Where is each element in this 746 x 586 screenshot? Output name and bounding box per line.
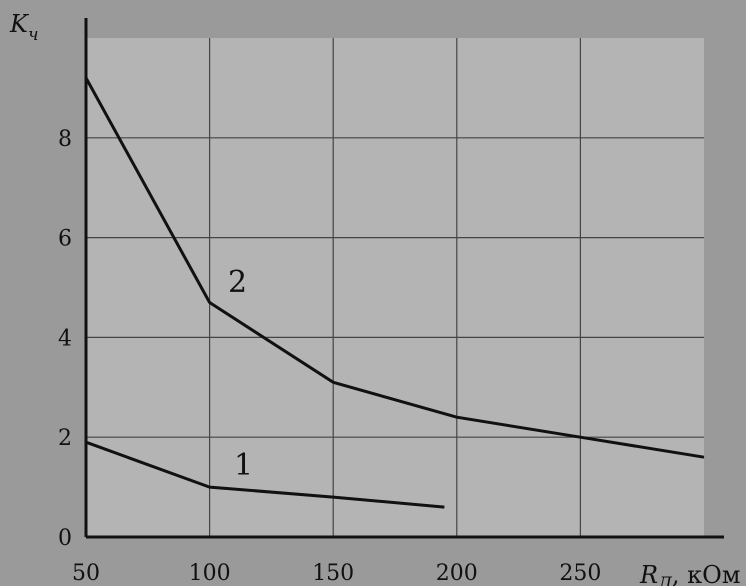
x-axis-label: RД, кОм (639, 561, 741, 586)
series-lines: 12 (84, 77, 705, 509)
axis-labels: Kч RД, кОм (9, 10, 741, 586)
series-label-1: 1 (234, 448, 253, 483)
tick-labels: 50 100 150 200 250 0 2 4 6 8 (58, 127, 601, 586)
grid (86, 38, 704, 537)
y-tick-label-0: 0 (58, 526, 72, 551)
x-tick-label-100: 100 (189, 561, 231, 586)
series-label-2: 2 (228, 265, 247, 300)
plot-area (86, 38, 704, 537)
y-tick-label-6: 6 (58, 227, 72, 252)
x-tick-label-200: 200 (436, 561, 478, 586)
x-tick-label-250: 250 (559, 561, 601, 586)
series-line-1 (85, 440, 445, 509)
axes (84, 18, 724, 539)
y-tick-label-2: 2 (58, 426, 72, 451)
y-tick-label-4: 4 (58, 326, 72, 351)
x-tick-label-50: 50 (72, 561, 100, 586)
series-line-2 (84, 77, 705, 459)
y-axis-label: Kч (9, 10, 39, 45)
x-tick-label-150: 150 (312, 561, 354, 586)
y-tick-label-8: 8 (58, 127, 72, 152)
